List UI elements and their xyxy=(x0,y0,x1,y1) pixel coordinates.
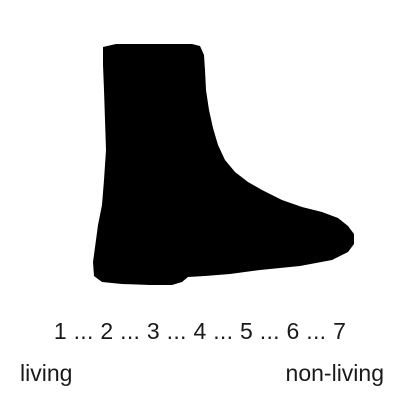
boot-silhouette-icon xyxy=(93,44,354,285)
scale-min-label: living xyxy=(20,360,73,386)
scale-max-label: non-living xyxy=(285,360,384,386)
rating-scale: 1 ... 2 ... 3 ... 4 ... 5 ... 6 ... 7 xyxy=(53,318,347,344)
boot-image xyxy=(88,40,360,290)
